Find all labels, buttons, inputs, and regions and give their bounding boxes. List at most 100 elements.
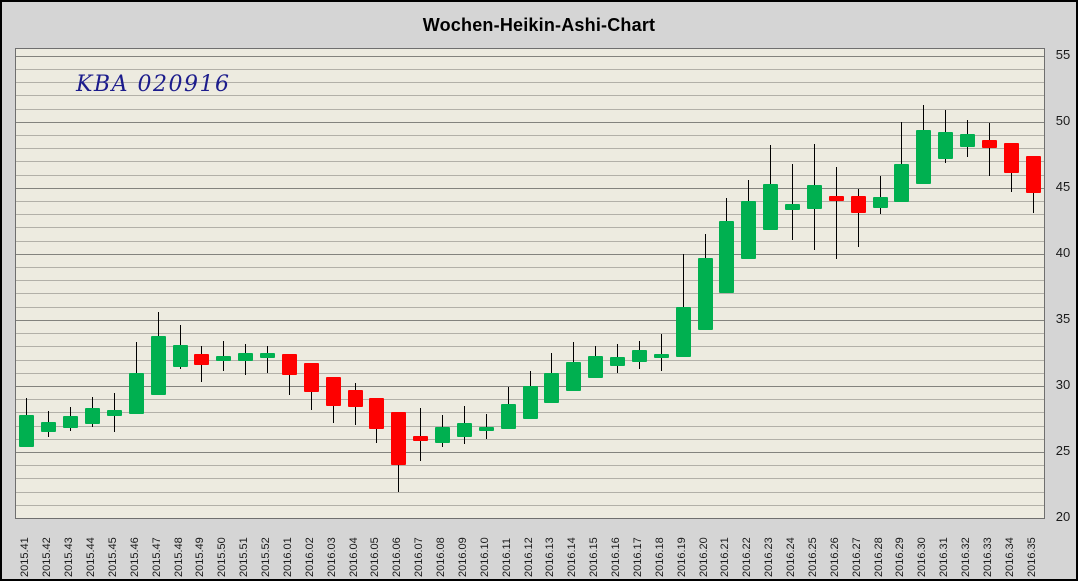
gridline-minor: [16, 504, 1044, 506]
x-axis-tick-label: 2016.06: [391, 537, 404, 577]
candle-body-down: [413, 436, 429, 442]
candle-body-up: [806, 185, 822, 209]
candle-body-down: [981, 140, 997, 149]
x-axis-tick-label: 2015.51: [238, 537, 251, 577]
y-axis-tick-label: 50: [1055, 112, 1071, 128]
candle-body-up: [763, 183, 779, 230]
gridline-minor: [16, 293, 1044, 295]
x-axis-tick-label: 2016.15: [588, 537, 601, 577]
candle-wick: [267, 346, 268, 373]
y-axis-tick-label: 25: [1055, 442, 1071, 458]
candle-wick: [988, 123, 990, 176]
x-axis-tick-label: 2016.13: [544, 537, 557, 577]
candle-body-up: [916, 129, 932, 184]
x-axis-tick-label: 2016.10: [478, 537, 491, 577]
gridline-minor: [16, 227, 1044, 229]
candle-body-down: [303, 363, 319, 393]
chart-annotation: KBA 020916: [76, 72, 231, 97]
gridline-minor: [16, 491, 1044, 493]
x-axis-tick-label: 2015.47: [150, 537, 163, 577]
gridline-minor: [16, 267, 1044, 268]
candle-body-up: [172, 344, 188, 368]
candle-wick: [792, 163, 793, 241]
gridline-major: [16, 121, 1044, 123]
x-axis-tick-label: 2016.32: [959, 537, 972, 577]
x-axis-tick-label: 2015.52: [260, 537, 272, 577]
y-axis-tick-label: 45: [1055, 178, 1071, 194]
candle-body-up: [959, 133, 975, 147]
x-axis-tick-label: 2015.44: [85, 537, 98, 577]
x-axis-tick-label: 2016.14: [566, 537, 579, 577]
y-axis-tick-label: 40: [1055, 244, 1071, 260]
candle-body-up: [872, 197, 888, 208]
y-axis-tick-label: 55: [1055, 46, 1071, 62]
candle-body-up: [522, 385, 538, 419]
x-axis-tick-label: 2016.07: [413, 537, 426, 577]
gridline-minor: [16, 174, 1044, 176]
x-axis-tick-label: 2016.22: [741, 537, 754, 577]
gridline-minor: [16, 214, 1044, 216]
x-axis-tick-label: 2016.23: [763, 537, 776, 577]
gridline-minor: [16, 346, 1044, 348]
gridline-minor: [16, 333, 1044, 334]
candle-body-up: [150, 335, 166, 396]
x-axis-tick-label: 2016.11: [500, 538, 513, 577]
candle-body-up: [260, 352, 275, 359]
candle-body-up: [106, 409, 122, 417]
candle-body-up: [128, 372, 144, 414]
x-axis-tick-label: 2016.33: [981, 537, 994, 577]
gridline-minor: [16, 68, 1044, 70]
candle-body-up: [63, 416, 79, 429]
gridline-major: [16, 187, 1044, 189]
candle-body-down: [281, 354, 297, 376]
x-axis-tick-label: 2016.31: [938, 537, 951, 577]
candle-body-up: [238, 352, 254, 361]
gridline-minor: [16, 478, 1044, 480]
candle-body-up: [566, 362, 582, 392]
gridline-minor: [16, 465, 1044, 467]
y-axis-tick-label: 35: [1055, 310, 1071, 326]
x-axis-tick-label: 2016.24: [785, 537, 797, 577]
x-axis-tick-label: 2016.03: [325, 537, 338, 577]
gridline-minor: [16, 306, 1044, 308]
candle-body-up: [85, 408, 101, 425]
candle-body-up: [785, 203, 800, 211]
x-axis-tick-label: 2016.19: [675, 537, 688, 577]
candle-body-up: [675, 306, 691, 357]
gridline-minor: [16, 82, 1044, 83]
candle-wick: [857, 189, 859, 248]
candle-body-up: [719, 220, 735, 294]
x-axis-tick-label: 2015.45: [106, 537, 119, 577]
x-axis-tick-label: 2015.49: [194, 537, 207, 577]
candle-wick: [682, 253, 684, 357]
candle-wick: [879, 175, 881, 215]
chart-title: Wochen-Heikin-Ashi-Chart: [422, 15, 656, 35]
gridline-major: [16, 253, 1044, 255]
candle-body-up: [588, 355, 604, 378]
candle-wick: [901, 121, 903, 203]
candle-wick: [660, 334, 662, 372]
x-axis-tick-label: 2016.08: [435, 537, 447, 577]
x-axis-tick-label: 2015.46: [128, 537, 141, 577]
gridline-minor: [16, 95, 1044, 97]
candle-body-up: [741, 200, 757, 259]
gridline-minor: [16, 108, 1044, 110]
candle-body-up: [610, 356, 625, 366]
plot-area: [15, 48, 1045, 519]
x-axis-tick-label: 2016.25: [806, 537, 819, 577]
gridline-major: [16, 55, 1044, 57]
candle-body-up: [500, 404, 516, 430]
gridline-minor: [16, 438, 1044, 440]
candle-body-up: [19, 415, 35, 447]
x-axis-tick-label: 2016.02: [303, 537, 316, 577]
candle-body-down: [347, 389, 363, 408]
candle-body-down: [1025, 156, 1041, 193]
candle-body-down: [391, 412, 407, 466]
x-axis-tick-label: 2016.01: [281, 537, 294, 577]
x-axis-tick-label: 2015.48: [172, 537, 185, 577]
candle-body-down: [194, 354, 210, 365]
gridline-minor: [16, 425, 1044, 427]
x-axis-tick-label: 2016.18: [653, 537, 666, 577]
candle-body-down: [850, 195, 866, 213]
gridline-minor: [16, 134, 1044, 136]
